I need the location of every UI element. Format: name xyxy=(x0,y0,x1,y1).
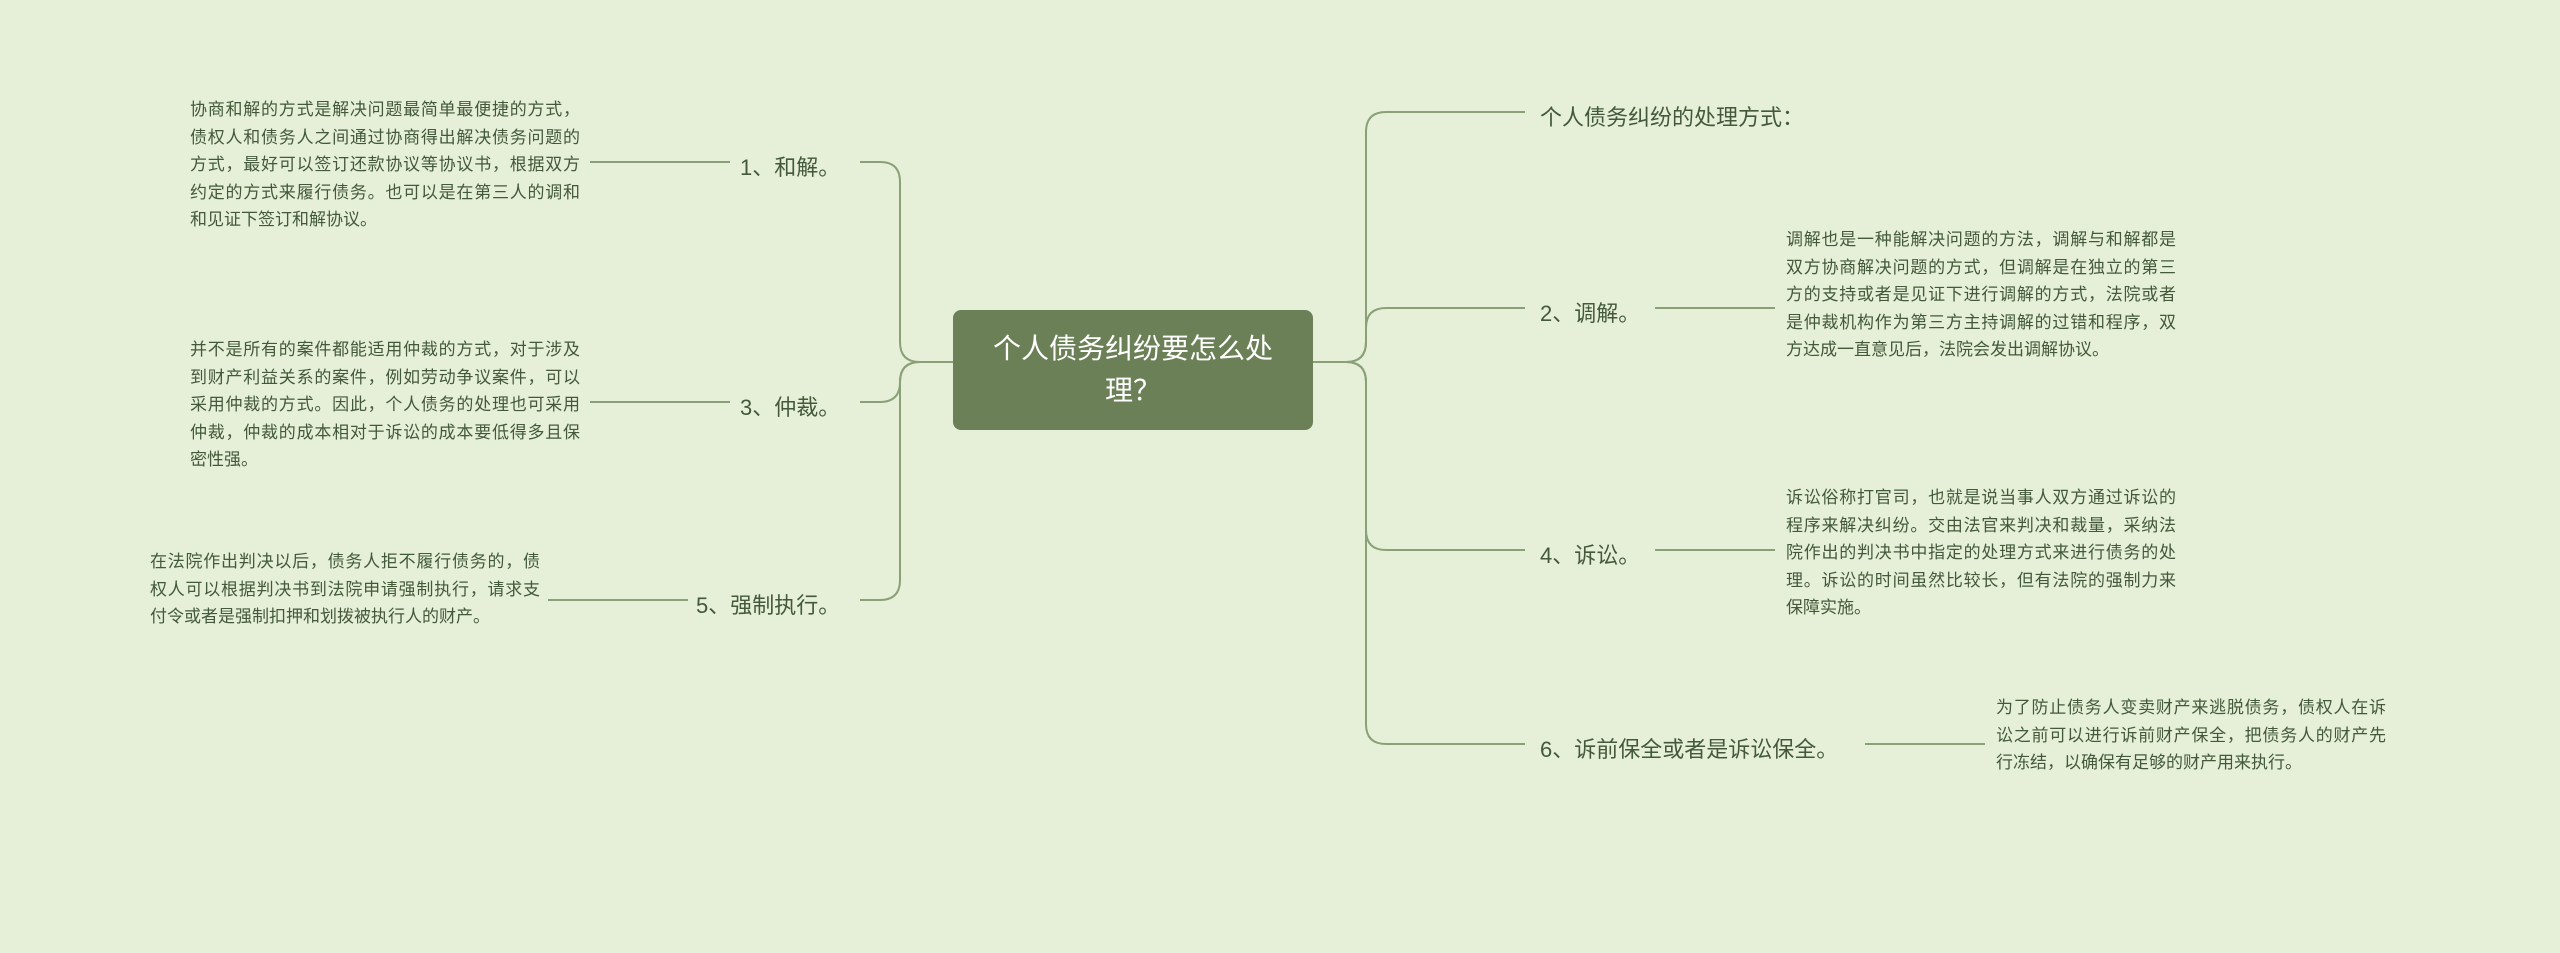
left-branch-3-desc: 在法院作出判决以后，债务人拒不履行债务的，债权人可以根据判决书到法院申请强制执行… xyxy=(150,548,540,631)
right-branch-2-label: 2、调解。 xyxy=(1540,296,1640,328)
right-branch-4-label: 6、诉前保全或者是诉讼保全。 xyxy=(1540,732,1838,764)
right-branch-2-desc: 调解也是一种能解决问题的方法，调解与和解都是双方协商解决问题的方式，但调解是在独… xyxy=(1786,226,2176,364)
right-branch-1-label: 个人债务纠纷的处理方式： xyxy=(1540,100,1804,132)
left-branch-2-desc: 并不是所有的案件都能适用仲裁的方式，对于涉及到财产利益关系的案件，例如劳动争议案… xyxy=(190,336,580,474)
left-branch-2-label: 3、仲裁。 xyxy=(740,390,840,422)
right-branch-3-label: 4、诉讼。 xyxy=(1540,538,1640,570)
central-topic: 个人债务纠纷要怎么处理？ xyxy=(953,310,1313,430)
left-branch-3-label: 5、强制执行。 xyxy=(696,588,840,620)
left-branch-1-desc: 协商和解的方式是解决问题最简单最便捷的方式，债权人和债务人之间通过协商得出解决债… xyxy=(190,96,580,234)
right-branch-4-desc: 为了防止债务人变卖财产来逃脱债务，债权人在诉讼之前可以进行诉前财产保全，把债务人… xyxy=(1996,694,2386,777)
left-branch-1-label: 1、和解。 xyxy=(740,150,840,182)
right-branch-3-desc: 诉讼俗称打官司，也就是说当事人双方通过诉讼的程序来解决纠纷。交由法官来判决和裁量… xyxy=(1786,484,2176,622)
